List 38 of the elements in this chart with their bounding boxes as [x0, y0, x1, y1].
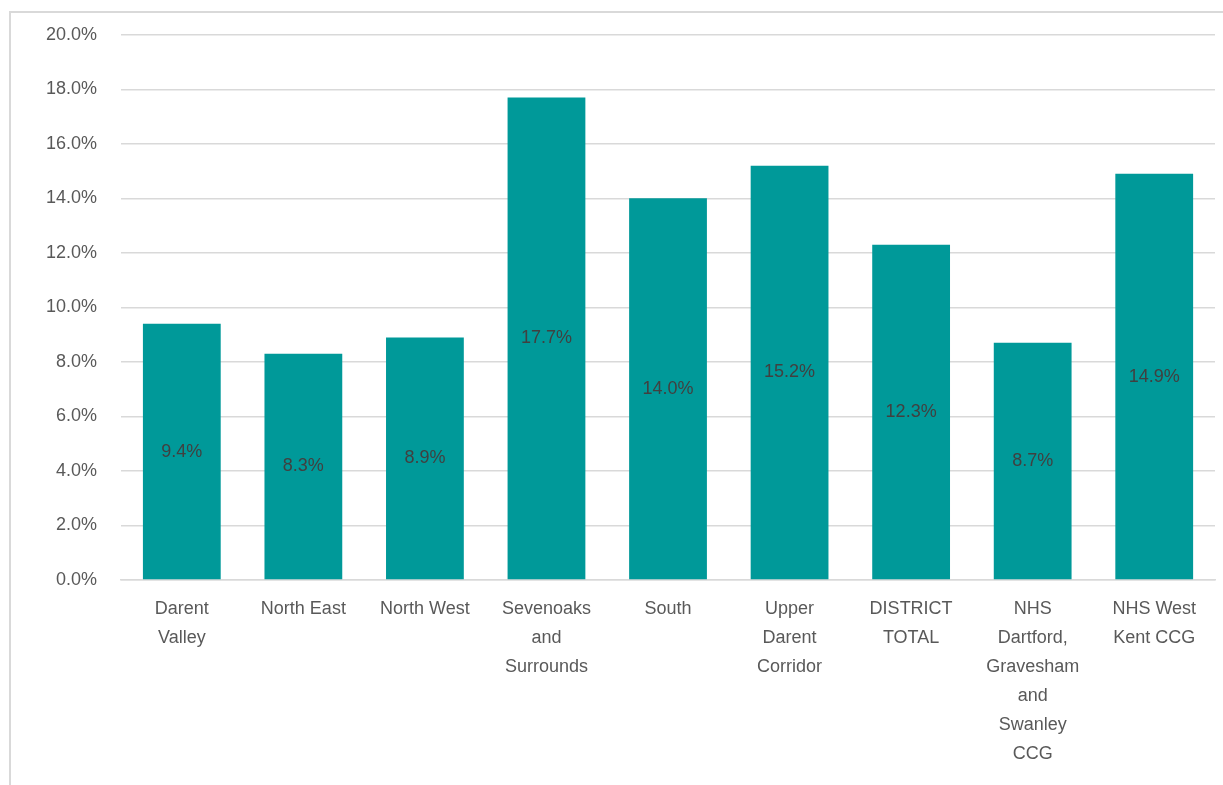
data-label: 14.9%: [1128, 365, 1180, 386]
x-tick-label: DISTRICT TOTAL: [869, 597, 953, 647]
y-tick-label: 0.0%: [56, 569, 98, 590]
x-tick-label: South: [644, 597, 692, 618]
bar: [872, 244, 951, 580]
y-tick-label: 4.0%: [56, 459, 98, 480]
bar: [507, 97, 586, 580]
y-tick-label: 2.0%: [56, 514, 98, 535]
data-label: 8.3%: [282, 455, 324, 476]
y-tick-label: 12.0%: [45, 241, 98, 262]
y-tick-label: 18.0%: [45, 78, 98, 99]
data-label: 8.7%: [1012, 450, 1054, 471]
y-tick-label: 6.0%: [56, 405, 98, 426]
data-label: 9.4%: [161, 440, 203, 461]
y-tick-label: 8.0%: [56, 350, 98, 371]
x-tick-label: NHS Dartford, Gravesham and Swanley CCG: [986, 597, 1080, 764]
data-label: 12.3%: [885, 400, 937, 421]
x-tick-label: Darent Valley: [154, 597, 209, 647]
data-label: 8.9%: [404, 447, 446, 468]
y-tick-label: 10.0%: [45, 296, 98, 317]
y-tick-label: 20.0%: [45, 23, 98, 44]
data-label: 15.2%: [764, 361, 816, 382]
bar: [629, 198, 707, 580]
data-label: 17.7%: [520, 327, 572, 348]
x-tick-label: North West: [380, 597, 470, 618]
bar: [993, 342, 1072, 580]
bar: [386, 337, 464, 580]
y-tick-label: 14.0%: [45, 187, 98, 208]
bar: [750, 165, 829, 580]
bar: [142, 323, 221, 580]
x-tick-label: North East: [260, 597, 346, 618]
x-tick-label: Sevenoaks and Surrounds: [501, 597, 591, 676]
y-tick-label: 16.0%: [45, 132, 98, 153]
x-tick-label: Upper Darent Corridor: [757, 597, 823, 676]
bar: [264, 353, 343, 580]
data-label: 14.0%: [642, 377, 694, 398]
x-tick-label: NHS West Kent CCG: [1112, 597, 1197, 647]
bar: [1115, 173, 1194, 580]
